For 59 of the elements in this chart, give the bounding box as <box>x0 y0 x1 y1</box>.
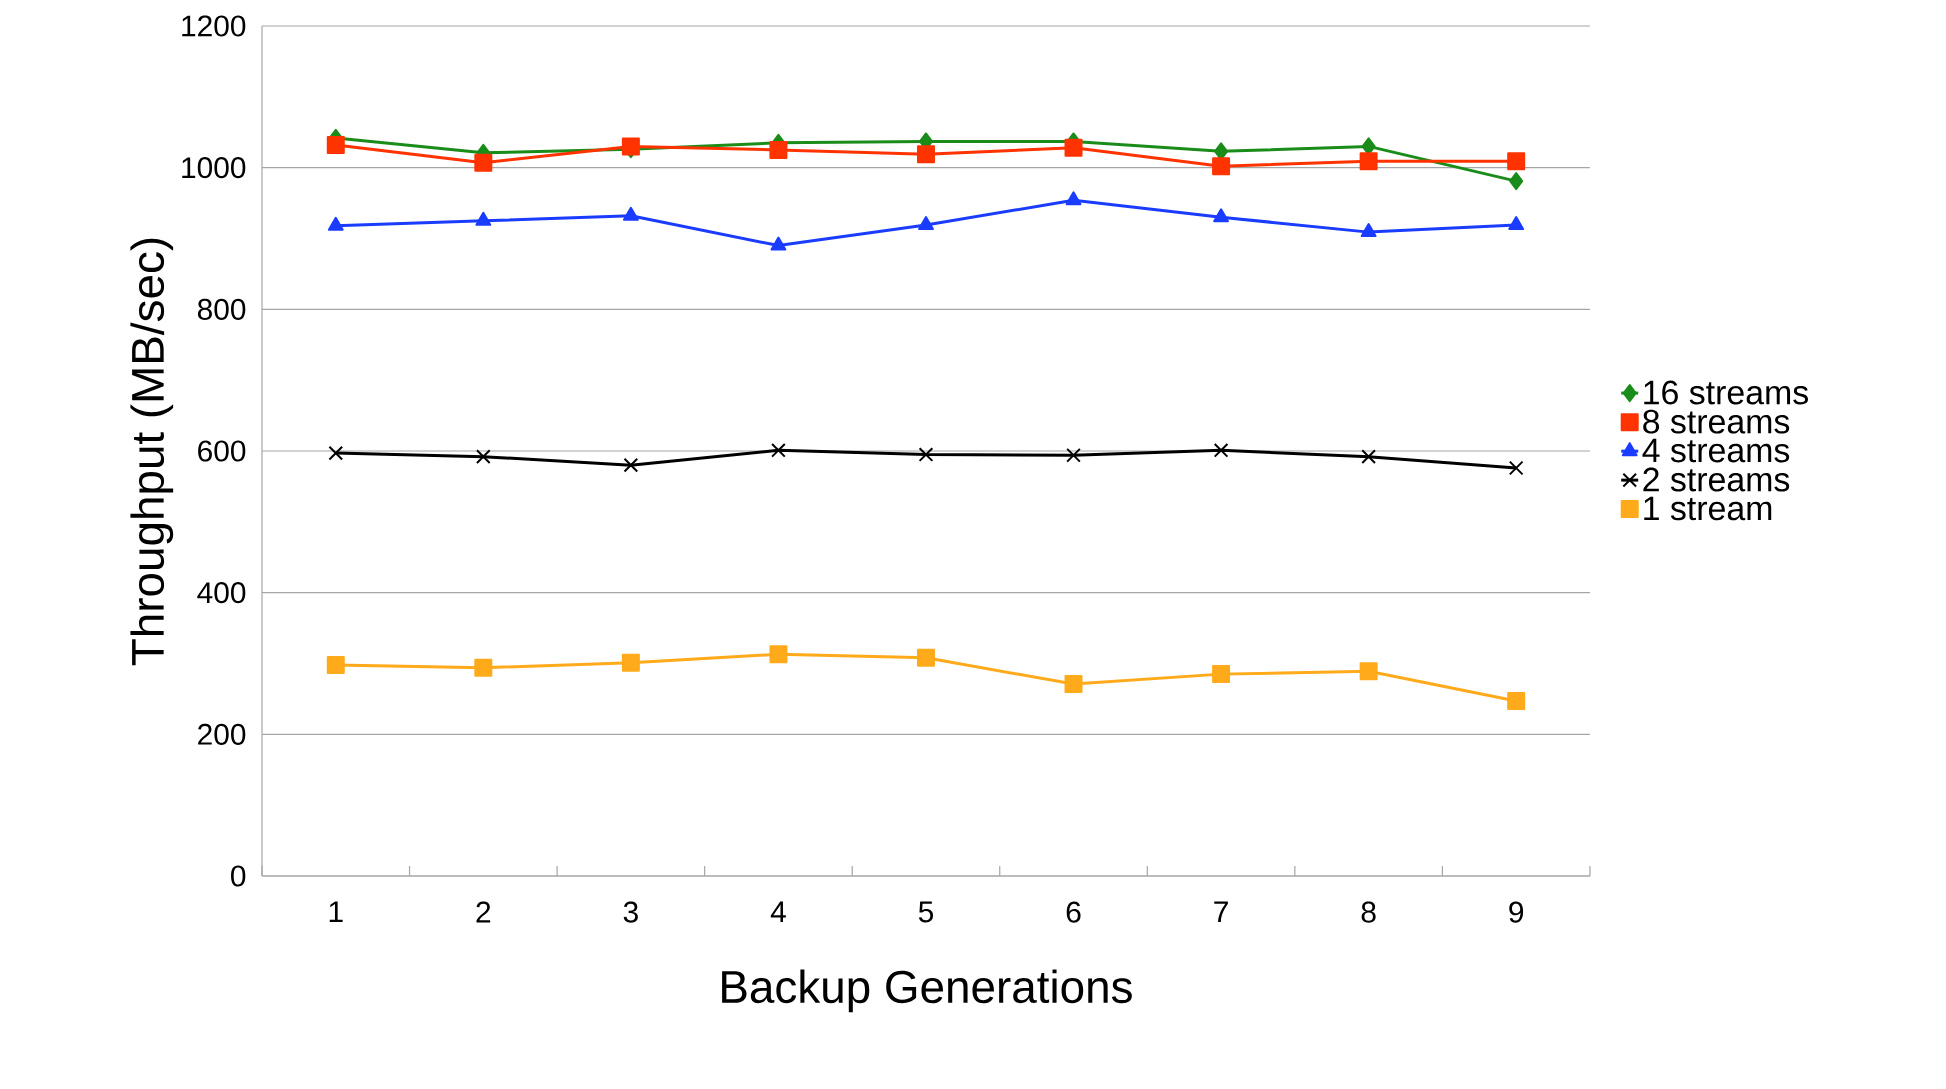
x-tick-label: 1 <box>329 901 343 923</box>
x-tick-label: 5 <box>918 901 934 923</box>
point <box>1064 138 1083 157</box>
x-tick-label: 2 <box>476 901 491 923</box>
point <box>1066 447 1081 463</box>
point <box>1507 152 1526 171</box>
point <box>1508 216 1525 231</box>
y-tick-label: 400 <box>197 582 246 604</box>
point <box>918 447 934 462</box>
x-tick-label: 6 <box>1066 901 1081 923</box>
point <box>474 153 493 172</box>
y-axis-title: Throughput (MB/sec) <box>130 238 174 666</box>
legend-label: 16 streams <box>1644 380 1808 405</box>
legend-label: 4 streams <box>1642 438 1790 463</box>
legend-label: 2 streams <box>1643 467 1790 492</box>
point <box>621 653 640 672</box>
point <box>771 442 786 458</box>
x-tick-label: 7 <box>1214 901 1228 923</box>
point <box>1065 191 1082 206</box>
y-tick-label: 600 <box>198 440 246 462</box>
point <box>475 211 492 226</box>
point <box>916 648 935 667</box>
point <box>328 445 344 461</box>
point <box>1509 172 1524 191</box>
point <box>475 449 491 465</box>
x-tick-label: 8 <box>1361 901 1376 923</box>
point <box>916 145 935 164</box>
legend-label: 1 stream <box>1644 496 1772 521</box>
point <box>623 457 639 473</box>
point <box>474 658 493 677</box>
point <box>918 216 934 231</box>
point <box>1359 662 1378 681</box>
y-tick-label: 1000 <box>182 157 246 179</box>
x-tick-label: 4 <box>770 901 786 923</box>
point <box>1212 665 1231 684</box>
y-tick-label: 200 <box>198 723 246 745</box>
legend-label: 8 streams <box>1643 409 1790 434</box>
x-tick-label: 3 <box>623 901 638 923</box>
point <box>1064 675 1083 694</box>
point <box>1213 208 1230 223</box>
point <box>769 645 788 664</box>
y-tick-label: 0 <box>231 865 246 887</box>
point <box>1359 152 1378 171</box>
point <box>1213 442 1229 458</box>
point <box>770 236 787 251</box>
y-tick-label: 800 <box>197 298 246 320</box>
point <box>1212 157 1231 176</box>
point <box>769 140 788 159</box>
point <box>326 655 345 674</box>
y-tick-label: 1200 <box>182 15 246 37</box>
point <box>1361 449 1376 465</box>
point <box>622 206 639 221</box>
x-axis-title: Backup Generations <box>722 969 1132 1013</box>
x-tick-label: 9 <box>1509 901 1524 923</box>
point <box>1507 692 1526 711</box>
point <box>327 216 344 231</box>
point <box>1360 223 1377 238</box>
point <box>1508 460 1524 476</box>
point <box>326 135 345 154</box>
